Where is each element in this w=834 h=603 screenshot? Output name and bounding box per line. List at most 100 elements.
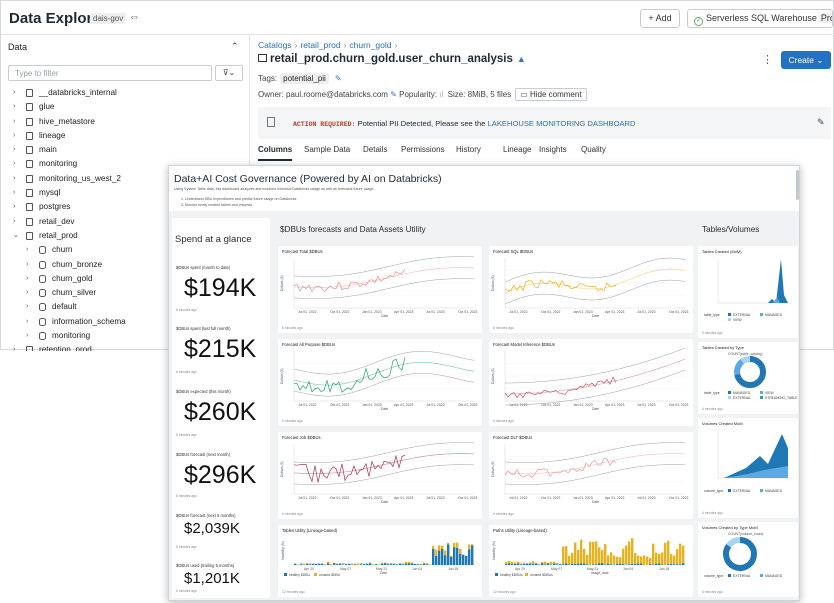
document-icon <box>267 117 275 127</box>
bar-unused <box>598 547 601 564</box>
chevron-right-icon[interactable]: › <box>26 332 29 340</box>
forecast-chart[interactable]: Forecast Total $DBUs 6 minutes ago Dollars… <box>278 246 482 333</box>
tab-lineage[interactable]: Lineage <box>503 145 532 154</box>
tree-item[interactable]: › mysql <box>1 186 249 200</box>
chevron-right-icon[interactable]: › <box>26 260 29 268</box>
tree-item[interactable]: › retention_prod <box>1 343 249 351</box>
tab-details[interactable]: Details <box>363 145 388 154</box>
section-title: Spend at a glance <box>175 234 252 245</box>
tab-insights[interactable]: Insights <box>539 145 567 154</box>
chevron-right-icon[interactable]: › <box>13 117 16 125</box>
tree-item-label: postgres <box>39 202 71 212</box>
breadcrumb-catalog[interactable]: retail_prod <box>300 40 341 50</box>
chevron-right-icon[interactable]: › <box>26 317 29 325</box>
tag-pill[interactable]: potential_pii <box>280 73 329 84</box>
filter-input[interactable]: Type to filter <box>8 65 212 81</box>
forecast-line <box>293 453 475 474</box>
breadcrumb-schema[interactable]: churn_gold <box>349 40 392 50</box>
tree-item[interactable]: ⌄ retail_prod <box>1 229 249 243</box>
edit-owner-icon[interactable]: ✎ <box>390 90 397 99</box>
chevron-up-icon[interactable]: ⌃ <box>231 41 239 51</box>
tree-item[interactable]: › churn_gold <box>1 272 249 286</box>
tree-item[interactable]: › lineage <box>1 129 249 143</box>
chevron-right-icon[interactable]: › <box>13 103 16 111</box>
chevron-right-icon[interactable]: › <box>13 174 16 182</box>
tree-item[interactable]: › postgres <box>1 200 249 214</box>
bar-unused <box>631 538 634 564</box>
legend-title: volume_type <box>704 574 723 578</box>
link-icon[interactable]: ⇔ <box>129 11 140 23</box>
chevron-right-icon[interactable]: › <box>13 146 16 154</box>
warehouse-selector[interactable]: ✓Serverless SQL WarehousePro <box>687 9 833 28</box>
forecast-chart[interactable]: Forecast SQL $DBUs 6 minutes ago Dollars (… <box>489 246 693 333</box>
kebab-menu-icon[interactable]: ⋮ <box>762 54 773 66</box>
chevron-right-icon[interactable]: › <box>13 217 16 225</box>
add-button[interactable]: + Add <box>640 9 680 28</box>
tick-label: Jul 01, 2023 <box>426 496 445 500</box>
tick-label: Oct 01, 2022 <box>541 403 561 407</box>
tree-item[interactable]: › churn_silver <box>1 286 249 300</box>
axis-label: Date <box>592 314 599 318</box>
chevron-right-icon[interactable]: › <box>26 289 29 297</box>
tree-item[interactable]: › monitoring <box>1 157 249 171</box>
breadcrumb-catalogs[interactable]: Catalogs <box>258 40 292 50</box>
forecast-chart[interactable]: Forecast Model Inference $DBUs 6 minutes … <box>489 339 693 426</box>
chevron-right-icon[interactable]: › <box>13 89 16 96</box>
chevron-right-icon[interactable]: › <box>26 246 29 254</box>
bar-unused <box>300 563 303 565</box>
tables-volumes-chart[interactable]: Volumes Created MoM 6 minutes ago volume_t… <box>698 418 798 518</box>
forecast-chart[interactable]: Forecast Job $DBUs 6 minutes ago Dollars (… <box>278 432 482 519</box>
create-button[interactable]: Create ⌄ <box>781 51 831 69</box>
chevron-right-icon[interactable]: › <box>13 203 16 211</box>
tables-volumes-chart[interactable]: Tables Created by Type 6 minutes ago COUNT… <box>698 342 798 414</box>
tree-item[interactable]: › main <box>1 143 249 157</box>
utility-chart[interactable]: Paths Utility (Lineage-based) 12 minutes … <box>489 525 693 597</box>
tick-label: Jul 01, 2022 <box>298 403 317 407</box>
chevron-right-icon[interactable]: › <box>13 346 16 351</box>
table-icon <box>258 54 267 62</box>
bar-unused <box>628 541 631 565</box>
forecast-section: $DBUs forecasts and Data Assets Utility <box>275 218 691 234</box>
tree-item[interactable]: › monitoring_us_west_2 <box>1 172 249 186</box>
axis-label: usage_date <box>591 571 609 575</box>
tab-history[interactable]: History <box>456 145 481 154</box>
chevron-right-icon[interactable]: › <box>26 303 29 311</box>
bar-healthy <box>402 564 405 565</box>
tree-item[interactable]: › glue <box>1 100 249 114</box>
filter-icon[interactable]: ⊽⌄ <box>215 65 243 81</box>
sidebar-header: Data <box>8 42 28 52</box>
hide-comment-button[interactable]: ▭ Hide comment <box>515 88 587 101</box>
dashboard-link[interactable]: LAKEHOUSE MONITORING DASHBOARD <box>487 119 636 128</box>
tree-item[interactable]: › hive_metastore <box>1 115 249 129</box>
bar-unused <box>592 541 595 565</box>
tree-item[interactable]: › churn_bronze <box>1 258 249 272</box>
tab-quality[interactable]: Quality <box>581 145 606 154</box>
tree-item[interactable]: › __databricks_internal <box>1 86 249 100</box>
legend-title: table_type <box>704 391 720 395</box>
edit-comment-icon[interactable]: ✎ <box>817 117 825 127</box>
app-title: Data Explorer <box>9 10 107 27</box>
tab-permissions[interactable]: Permissions <box>401 145 445 154</box>
bar-healthy <box>465 555 468 565</box>
scrollbar[interactable] <box>796 170 799 200</box>
chart-subtitle: COUNT(volume_count) <box>728 532 763 536</box>
forecast-chart[interactable]: Forecast DLT $DBUs 6 minutes ago Dollars (… <box>489 432 693 519</box>
chevron-right-icon[interactable]: › <box>13 189 16 197</box>
tab-sample-data[interactable]: Sample Data <box>304 145 351 154</box>
forecast-chart[interactable]: Forecast All Purpose $DBUs 6 minutes ago D… <box>278 339 482 426</box>
utility-chart[interactable]: Tables Utility (Lineage-based) 12 minutes… <box>278 525 482 597</box>
tables-volumes-chart[interactable]: Volumes Created by Type MoM 6 minutes ago… <box>698 522 798 597</box>
chevron-right-icon[interactable]: › <box>13 131 16 139</box>
tree-item[interactable]: › monitoring <box>1 329 249 343</box>
edit-tags-icon[interactable]: ✎ <box>334 74 342 83</box>
tab-columns[interactable]: Columns <box>258 145 293 161</box>
tree-item[interactable]: › default <box>1 300 249 314</box>
catalog-icon <box>26 146 33 155</box>
tree-item[interactable]: › churn <box>1 243 249 257</box>
tree-item[interactable]: › retail_dev <box>1 215 249 229</box>
tables-volumes-chart[interactable]: Tables Created (MoM) 6 minutes ago table_t… <box>698 246 798 338</box>
chevron-down-icon[interactable]: ⌄ <box>13 231 19 239</box>
tree-item[interactable]: › information_schema <box>1 315 249 329</box>
chevron-right-icon[interactable]: › <box>26 274 29 282</box>
chevron-right-icon[interactable]: › <box>13 160 16 168</box>
